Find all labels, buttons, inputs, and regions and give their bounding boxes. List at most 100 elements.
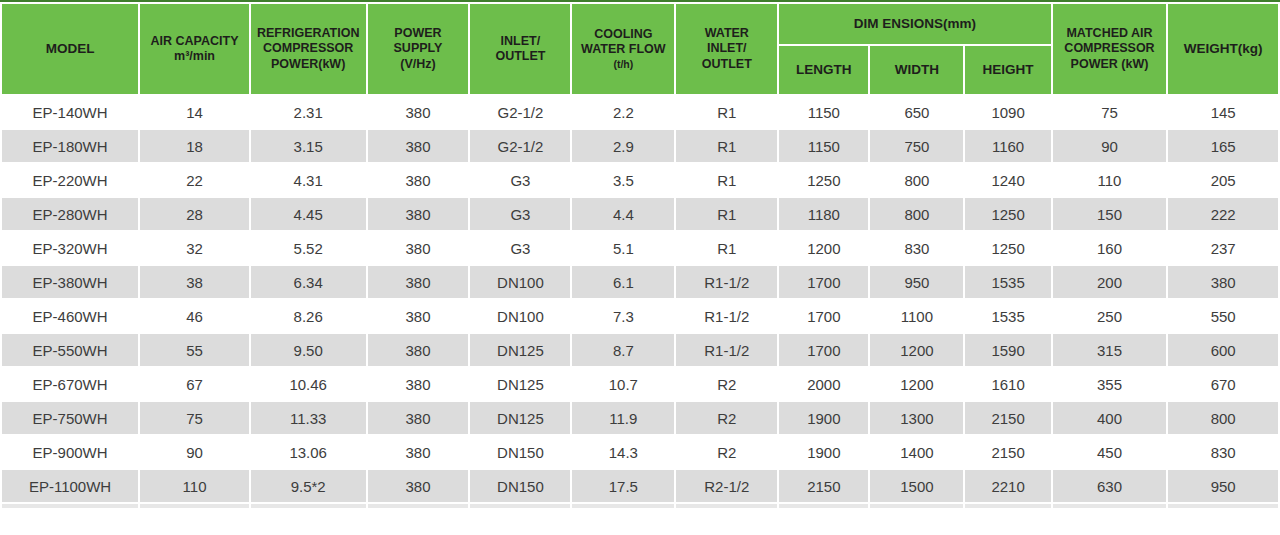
cell-cooling-water-flow: 17.5 xyxy=(572,470,674,502)
cell-model: EP-320WH xyxy=(2,232,138,264)
cell-matched-power: 250 xyxy=(1053,300,1167,332)
table-row: EP-280WH284.45380G34.4R11180800125015022… xyxy=(2,198,1278,230)
cell-matched-power: 75 xyxy=(1053,96,1167,128)
cell-length: 1900 xyxy=(779,436,868,468)
cell-inlet-outlet: DN150 xyxy=(470,470,570,502)
cutoff-row xyxy=(2,504,1278,508)
cell-power-supply: 380 xyxy=(368,334,469,366)
cell-power-supply: 380 xyxy=(368,266,469,298)
cell-width: 1300 xyxy=(870,402,963,434)
cell-matched-power: 200 xyxy=(1053,266,1167,298)
cell-power-supply: 380 xyxy=(368,470,469,502)
cell-model: EP-900WH xyxy=(2,436,138,468)
cell-water-inlet-outlet: R1-1/2 xyxy=(676,334,777,366)
table-row: EP-140WH142.31380G2-1/22.2R1115065010907… xyxy=(2,96,1278,128)
cell-power-supply: 380 xyxy=(368,436,469,468)
cell-inlet-outlet: DN125 xyxy=(470,402,570,434)
cell-water-inlet-outlet: R1 xyxy=(676,96,777,128)
cell-air-capacity: 28 xyxy=(140,198,249,230)
cell-height: 2150 xyxy=(965,402,1050,434)
cell-inlet-outlet: G3 xyxy=(470,232,570,264)
cell-refrigeration-power: 8.26 xyxy=(251,300,366,332)
cell-model: EP-1100WH xyxy=(2,470,138,502)
cell-model: EP-140WH xyxy=(2,96,138,128)
cell-air-capacity: 38 xyxy=(140,266,249,298)
cell-height: 2210 xyxy=(965,470,1050,502)
cell-water-inlet-outlet: R1 xyxy=(676,232,777,264)
cell-length: 2000 xyxy=(779,368,868,400)
cell-height: 1160 xyxy=(965,130,1050,162)
cell-refrigeration-power: 5.52 xyxy=(251,232,366,264)
cell-matched-power: 355 xyxy=(1053,368,1167,400)
cell-weight: 600 xyxy=(1168,334,1278,366)
column-header-inlet-outlet: INLET/ OUTLET xyxy=(470,4,570,94)
cell-inlet-outlet: DN125 xyxy=(470,368,570,400)
cell-matched-power: 400 xyxy=(1053,402,1167,434)
cutoff-cell xyxy=(965,504,1050,508)
cutoff-cell xyxy=(870,504,963,508)
cell-inlet-outlet: DN125 xyxy=(470,334,570,366)
cell-length: 1180 xyxy=(779,198,868,230)
cell-model: EP-280WH xyxy=(2,198,138,230)
cell-width: 1200 xyxy=(870,368,963,400)
cell-air-capacity: 55 xyxy=(140,334,249,366)
cell-air-capacity: 22 xyxy=(140,164,249,196)
cell-matched-power: 315 xyxy=(1053,334,1167,366)
cell-height: 1090 xyxy=(965,96,1050,128)
cell-water-inlet-outlet: R2 xyxy=(676,368,777,400)
cell-height: 1535 xyxy=(965,266,1050,298)
cell-water-inlet-outlet: R2 xyxy=(676,402,777,434)
cell-power-supply: 380 xyxy=(368,198,469,230)
cell-height: 1250 xyxy=(965,232,1050,264)
header-row-group: MODEL AIR CAPACITY m³/min REFRIGERATION … xyxy=(2,4,1278,44)
cutoff-cell xyxy=(2,504,138,508)
cell-weight: 205 xyxy=(1168,164,1278,196)
specification-table: MODEL AIR CAPACITY m³/min REFRIGERATION … xyxy=(0,2,1280,510)
cell-refrigeration-power: 4.31 xyxy=(251,164,366,196)
cell-power-supply: 380 xyxy=(368,96,469,128)
cell-power-supply: 380 xyxy=(368,402,469,434)
cell-length: 1700 xyxy=(779,334,868,366)
cell-length: 1700 xyxy=(779,266,868,298)
cooling-water-flow-label: COOLING WATER FLOW xyxy=(581,27,665,56)
cell-cooling-water-flow: 2.2 xyxy=(572,96,674,128)
cell-air-capacity: 67 xyxy=(140,368,249,400)
cell-height: 1590 xyxy=(965,334,1050,366)
column-header-width: WIDTH xyxy=(870,46,963,94)
cell-model: EP-380WH xyxy=(2,266,138,298)
cell-matched-power: 90 xyxy=(1053,130,1167,162)
cell-length: 1200 xyxy=(779,232,868,264)
cell-length: 2150 xyxy=(779,470,868,502)
table-header: MODEL AIR CAPACITY m³/min REFRIGERATION … xyxy=(2,4,1278,94)
column-header-water-inlet-outlet: WATER INLET/ OUTLET xyxy=(676,4,777,94)
column-header-power-supply: POWER SUPPLY (V/Hz) xyxy=(368,4,469,94)
cell-weight: 830 xyxy=(1168,436,1278,468)
cell-refrigeration-power: 10.46 xyxy=(251,368,366,400)
table-row: EP-460WH468.26380DN1007.3R1-1/2170011001… xyxy=(2,300,1278,332)
cell-model: EP-180WH xyxy=(2,130,138,162)
cutoff-cell xyxy=(1168,504,1278,508)
cell-matched-power: 150 xyxy=(1053,198,1167,230)
cell-length: 1900 xyxy=(779,402,868,434)
cell-width: 750 xyxy=(870,130,963,162)
cell-weight: 550 xyxy=(1168,300,1278,332)
cell-power-supply: 380 xyxy=(368,232,469,264)
column-group-dimensions: DIM ENSIONS(mm) xyxy=(779,4,1050,44)
cell-width: 800 xyxy=(870,164,963,196)
cell-length: 1700 xyxy=(779,300,868,332)
cell-air-capacity: 32 xyxy=(140,232,249,264)
cell-water-inlet-outlet: R1 xyxy=(676,198,777,230)
cell-height: 1250 xyxy=(965,198,1050,230)
table-row: EP-900WH9013.06380DN15014.3R219001400215… xyxy=(2,436,1278,468)
cutoff-cell xyxy=(140,504,249,508)
cell-water-inlet-outlet: R1-1/2 xyxy=(676,300,777,332)
cell-inlet-outlet: DN100 xyxy=(470,266,570,298)
cutoff-cell xyxy=(676,504,777,508)
column-header-cooling-water-flow: COOLING WATER FLOW (t/h) xyxy=(572,4,674,94)
cell-water-inlet-outlet: R2 xyxy=(676,436,777,468)
cutoff-cell xyxy=(251,504,366,508)
cell-refrigeration-power: 4.45 xyxy=(251,198,366,230)
table-row: EP-380WH386.34380DN1006.1R1-1/2170095015… xyxy=(2,266,1278,298)
column-header-height: HEIGHT xyxy=(965,46,1050,94)
cell-refrigeration-power: 2.31 xyxy=(251,96,366,128)
